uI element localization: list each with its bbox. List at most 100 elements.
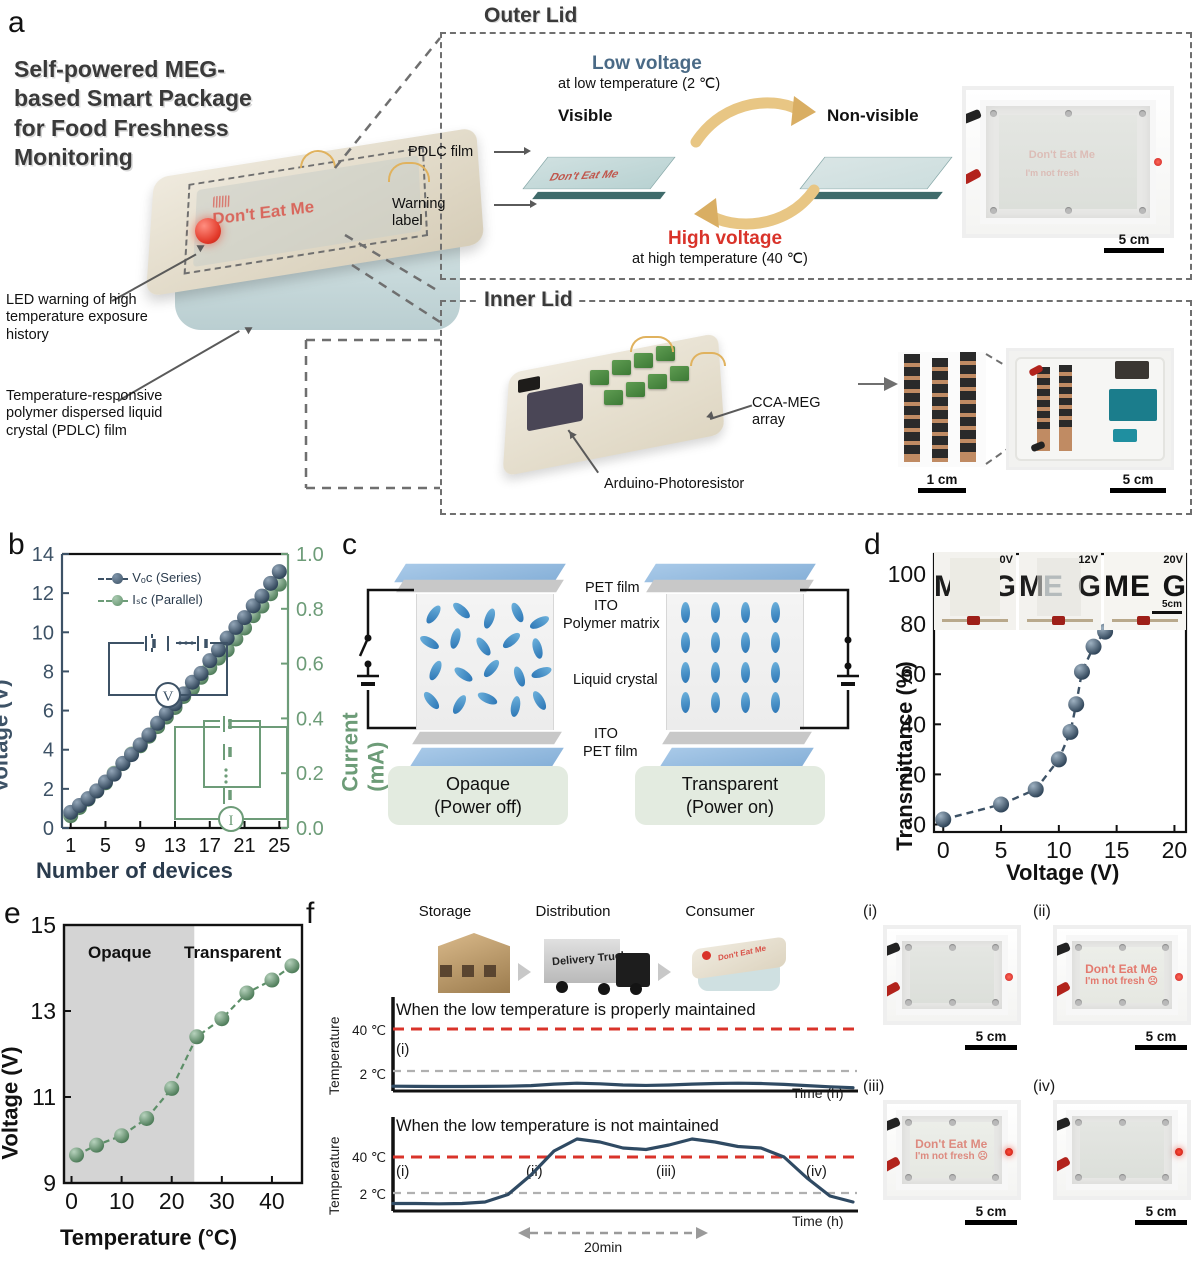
svg-text:0.8: 0.8 [296,599,324,621]
photo-iv [1053,1100,1191,1200]
state-opaque-sub: (Power off) [388,796,568,819]
scale-5cm-inner: 5 cm [1110,472,1166,493]
cca-meg-label: CCA-MEG array [752,395,844,430]
arrow-to-nonvisible [690,90,820,155]
panel-b-legend-2: Iₛᴄ (Parallel) [98,592,203,608]
panel-f-top-tick-low: 2 ℃ [340,1067,386,1083]
photo-label-iv: (iv) [1033,1078,1055,1096]
panel-photos: (i) 5 cm (ii) Don't Eat Me I'm not fresh… [855,895,1195,1264]
svg-text:2: 2 [43,779,54,801]
pdlc-film-arrow-line [494,151,526,153]
svg-text:0.2: 0.2 [296,763,324,785]
photo-ii-line2: I'm not fresh ☹ [1085,976,1158,987]
cca-zoom-arrow [856,372,898,394]
svg-text:8: 8 [43,661,54,683]
warning-arrow-head [530,200,537,208]
svg-text:21: 21 [233,835,255,857]
photo-iii-line2: I'm not fresh ☹ [915,1151,988,1162]
svg-text:20: 20 [900,761,926,787]
scale-1cm: 1 cm [918,472,966,493]
warehouse-window-2 [462,965,474,977]
svg-text:15: 15 [30,912,56,938]
panel-c-letter: c [342,528,357,562]
warehouse-window-3 [484,965,496,977]
arrow-to-visible [690,180,820,242]
flow-arrow-1 [518,963,531,981]
layer-label-pet-bottom: PET film [583,744,638,760]
photo-label-i: (i) [863,903,877,921]
scale-5cm-outer: 5 cm [1104,232,1164,253]
inset-scale-label: 5cm [1162,599,1182,610]
svg-text:20: 20 [159,1188,185,1214]
panel-d-insets: M G 0V M E G 12V M E G 20V 5cm [934,552,1186,630]
panel-f-bottom-tick-high: 40 ℃ [340,1150,386,1166]
photo-iii-line1: Don't Eat Me [915,1137,987,1151]
svg-text:9: 9 [43,1170,56,1196]
led-indicator [195,218,221,244]
svg-text:10: 10 [1046,837,1072,863]
pdlc-stack-transparent [650,562,810,757]
panel-f-top-tick-high: 40 ℃ [340,1023,386,1039]
svg-text:40: 40 [900,711,926,737]
state-transparent-sub: (Power on) [635,796,825,819]
warning-arrow-line [494,204,532,206]
visible-label: Visible [558,106,613,126]
panel-f-bottom-tick-low: 2 ℃ [340,1187,386,1203]
inner-lid-title: Inner Lid [478,288,579,312]
svg-text:13: 13 [164,835,186,857]
state-opaque: Opaque (Power off) [388,766,568,825]
truck-wheel-3 [630,983,642,995]
svg-text:0: 0 [43,818,54,840]
photo-iii-scale: 5 cm [965,1204,1017,1225]
panel-e: e Voltage (V) Temperature (°C) 9 11 13 15 0 1… [0,895,330,1264]
photo-label-iii: (iii) [863,1078,884,1096]
cca-array-photo [898,352,986,467]
flow-label-distribution: Distribution [518,903,628,920]
inner-lid-photo [1006,348,1174,470]
state-opaque-title: Opaque [388,773,568,796]
svg-text:100: 100 [888,561,926,587]
flow-label-consumer: Consumer [670,903,770,920]
photo-i [883,925,1021,1025]
svg-text:80: 80 [900,611,926,637]
series-circuit-icon: V [106,640,231,712]
svg-text:60: 60 [900,661,926,687]
svg-text:1: 1 [65,835,76,857]
consumer-box-led [702,951,711,960]
hero-title: Self-powered MEG-based Smart Package for… [14,55,274,173]
panel-a-letter: a [8,6,25,40]
state-transparent-title: Transparent [635,773,825,796]
pdlc-caption: Temperature-responsive polymer dispersed… [6,388,191,440]
pdlc-slab-nonvisible [812,142,940,204]
layer-label-lc: Liquid crystal [573,672,658,688]
outer-lid-photo: Don't Eat Me I'm not fresh [962,86,1174,238]
svg-text:25: 25 [268,835,290,857]
panel-d: d Transmittance (%) Voltage (V) 0 20 40 60 8… [858,528,1195,893]
svg-text:0: 0 [937,837,950,863]
inner-wire-2 [690,352,726,366]
pdlc-stack-opaque [400,562,560,757]
svg-text:17: 17 [199,835,221,857]
svg-text:0: 0 [65,1188,78,1214]
photo-iv-scale: 5 cm [1135,1204,1187,1225]
svg-text:V: V [163,689,174,705]
truck-cab [616,953,650,987]
svg-text:I: I [229,813,234,829]
svg-text:0.6: 0.6 [296,654,324,676]
svg-text:5: 5 [100,835,111,857]
svg-text:0.0: 0.0 [296,818,324,840]
high-voltage-sub: at high temperature (40 ℃) [632,251,808,268]
nonvisible-label: Non-visible [827,106,919,126]
outer-lid-title: Outer Lid [478,4,583,28]
svg-text:13: 13 [30,998,56,1024]
panel-f-top-plot [385,995,860,1103]
low-voltage-title: Low voltage [592,53,702,76]
svg-text:4: 4 [43,740,54,762]
layer-label-ito-top: ITO [594,598,618,614]
photo-ii-line1: Don't Eat Me [1085,962,1157,976]
dashed-connectors-lower [300,330,460,510]
svg-text:10: 10 [32,622,54,644]
panel-f-bottom-plot [385,1115,860,1221]
svg-text:40: 40 [259,1188,285,1214]
region-label-opaque: Opaque [88,943,151,963]
